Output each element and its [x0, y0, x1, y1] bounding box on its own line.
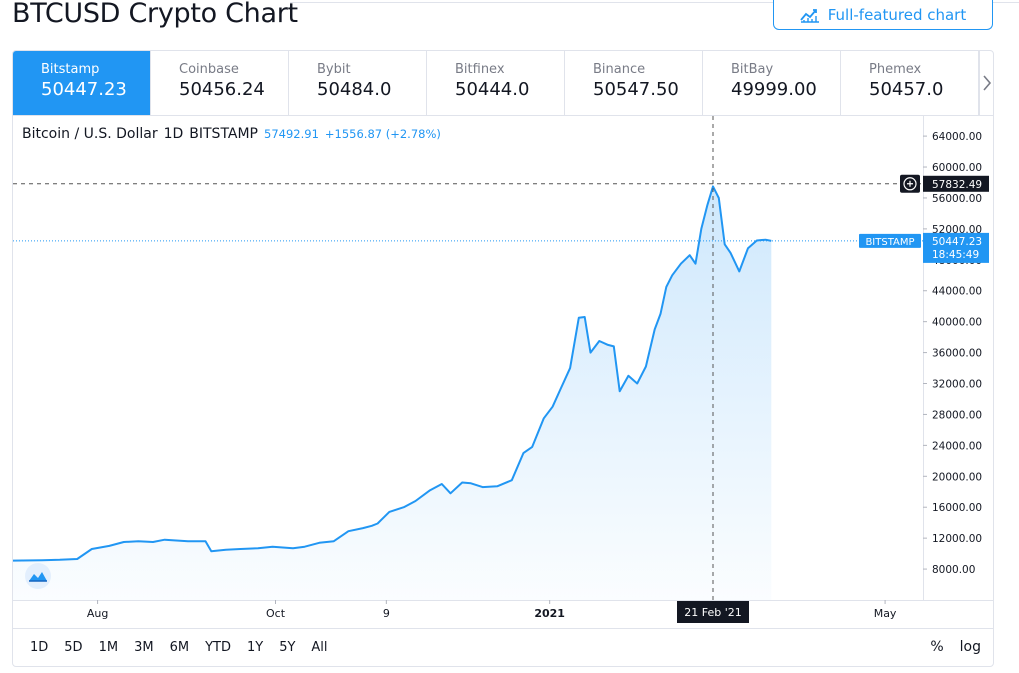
- y-tick-label: 24000.00: [932, 440, 982, 452]
- last-price-countdown: 18:45:49: [932, 249, 979, 261]
- range-button-all[interactable]: All: [311, 640, 328, 655]
- y-tick-label: 12000.00: [932, 533, 982, 545]
- bottom-toolbar: 1D 5D 1M 3M 6M YTD 1Y 5Y All % log: [13, 628, 993, 666]
- tab-bybit[interactable]: Bybit 50484.0: [289, 51, 427, 115]
- y-tick-label: 28000.00: [932, 409, 982, 421]
- price-line: [13, 185, 772, 562]
- tab-bitstamp[interactable]: Bitstamp 50447.23: [13, 51, 151, 115]
- price-area-fill: [13, 186, 772, 600]
- range-buttons: 1D 5D 1M 3M 6M YTD 1Y 5Y All: [13, 640, 328, 655]
- log-scale-button[interactable]: log: [959, 639, 981, 655]
- last-price-exchange-tag-bg: [859, 233, 921, 248]
- tab-exchange-name: Bitstamp: [41, 62, 100, 77]
- tab-bitfinex[interactable]: Bitfinex 50444.0: [427, 51, 565, 115]
- full-featured-chart-button[interactable]: Full-featured chart: [773, 0, 993, 30]
- tab-price: 50456.24: [179, 79, 265, 100]
- tab-exchange-name: Phemex: [869, 62, 922, 77]
- x-tick-label: 2021: [534, 607, 565, 620]
- range-button-5y[interactable]: 5Y: [279, 640, 296, 655]
- tab-price: 50484.0: [317, 79, 392, 100]
- exchange-tabs: Bitstamp 50447.23 Coinbase 50456.24 Bybi…: [13, 51, 993, 116]
- tab-price: 49999.00: [731, 79, 817, 100]
- tab-exchange-name: Coinbase: [179, 62, 239, 77]
- tab-bitbay[interactable]: BitBay 49999.00: [703, 51, 841, 115]
- crosshair-date-label-bg: [677, 601, 749, 623]
- x-tick-label: May: [874, 607, 897, 620]
- y-tick-label: 52000.00: [932, 224, 982, 236]
- range-button-ytd[interactable]: YTD: [205, 640, 231, 655]
- tab-price: 50444.0: [455, 79, 530, 100]
- tab-price: 50447.23: [41, 79, 127, 100]
- legend-interval: 1D: [163, 126, 184, 142]
- tab-price: 50547.50: [593, 79, 679, 100]
- tab-exchange-name: Bitfinex: [455, 62, 505, 77]
- legend-change: +1556.87 (+2.78%): [324, 127, 441, 141]
- plus-icon: [907, 180, 913, 187]
- last-price-exchange-tag: BITSTAMP: [865, 237, 914, 248]
- tab-price: 50457.0: [869, 79, 944, 100]
- last-price-value: 50447.23: [932, 236, 982, 248]
- tab-exchange-name: Bybit: [317, 62, 351, 77]
- y-tick-label: 8000.00: [932, 564, 975, 576]
- chevron-right-icon: [982, 75, 991, 91]
- legend-exchange: BITSTAMP: [189, 126, 259, 142]
- scale-buttons: % log: [930, 639, 981, 655]
- x-tick-label: Oct: [266, 607, 286, 620]
- y-tick-label: 16000.00: [932, 502, 982, 514]
- chart-legend: Bitcoin / U.S. Dollar 1D BITSTAMP 57492.…: [22, 126, 441, 142]
- y-tick-label: 64000.00: [932, 131, 982, 143]
- tab-binance[interactable]: Binance 50547.50: [565, 51, 703, 115]
- top-divider: [290, 2, 1019, 3]
- y-tick-label: 20000.00: [932, 471, 982, 483]
- y-tick-label: 40000.00: [932, 317, 982, 329]
- y-tick-label: 32000.00: [932, 379, 982, 391]
- chart-area[interactable]: 64000.0060000.0056000.0052000.0048000.00…: [13, 116, 993, 628]
- tab-phemex[interactable]: Phemex 50457.0: [841, 51, 979, 115]
- y-tick-label: 36000.00: [932, 348, 982, 360]
- x-tick-label: 9: [383, 607, 390, 620]
- tradingview-logo-icon: [29, 572, 47, 582]
- tabs-next-button[interactable]: [979, 51, 993, 115]
- tab-coinbase[interactable]: Coinbase 50456.24: [151, 51, 289, 115]
- crosshair-price-label-bg: [923, 175, 989, 192]
- price-chart[interactable]: 64000.0060000.0056000.0052000.0048000.00…: [13, 116, 993, 628]
- last-price-badge-bg: [923, 232, 989, 263]
- range-button-1y[interactable]: 1Y: [246, 640, 264, 655]
- y-tick-label: 60000.00: [932, 162, 982, 174]
- crosshair-date-label: 21 Feb '21: [684, 606, 742, 619]
- page-title: BTCUSD Crypto Chart: [12, 0, 298, 29]
- chart-line-icon: [800, 8, 819, 23]
- legend-last-price: 57492.91: [264, 127, 319, 141]
- legend-symbol: Bitcoin / U.S. Dollar: [22, 126, 158, 142]
- range-button-1d[interactable]: 1D: [30, 640, 49, 655]
- tab-exchange-name: BitBay: [731, 62, 774, 77]
- plus-circle-icon: [903, 177, 917, 191]
- y-tick-label: 56000.00: [932, 193, 982, 205]
- chart-widget: Bitstamp 50447.23 Coinbase 50456.24 Bybi…: [12, 50, 994, 667]
- range-button-3m[interactable]: 3M: [134, 640, 154, 655]
- range-button-6m[interactable]: 6M: [169, 640, 190, 655]
- full-featured-chart-label: Full-featured chart: [827, 5, 967, 24]
- tradingview-logo-button[interactable]: [25, 563, 51, 589]
- range-button-5d[interactable]: 5D: [64, 640, 83, 655]
- percent-scale-button[interactable]: %: [930, 639, 944, 655]
- crosshair-price-label: 57832.49: [932, 179, 982, 191]
- x-tick-label: Aug: [87, 607, 108, 620]
- range-button-1m[interactable]: 1M: [98, 640, 119, 655]
- y-tick-label: 44000.00: [932, 286, 982, 298]
- tab-exchange-name: Binance: [593, 62, 646, 77]
